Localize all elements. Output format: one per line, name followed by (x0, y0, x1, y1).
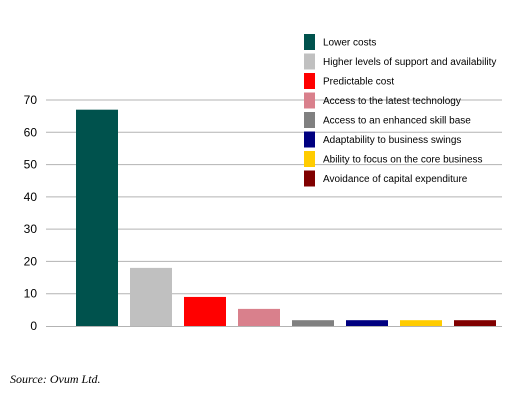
bar-3 (184, 296, 226, 326)
y-tick-label: 50 (24, 158, 38, 172)
legend-label: Avoidance of capital expenditure (323, 174, 468, 185)
bar-4 (238, 308, 280, 326)
bar-7 (400, 320, 442, 326)
legend-label: Lower costs (323, 38, 376, 49)
y-tick-label: 40 (24, 190, 38, 204)
legend-label: Predictable cost (323, 77, 394, 88)
legend-swatch (304, 112, 315, 128)
legend-swatch (304, 92, 315, 109)
y-tick-label: 70 (24, 93, 38, 107)
legend-swatch (304, 151, 315, 167)
legend-label: Higher levels of support and availabilit… (323, 57, 496, 68)
y-tick-label: 0 (30, 319, 37, 333)
bar-2 (130, 267, 172, 326)
gridlines (46, 99, 502, 295)
legend-swatch (304, 53, 315, 70)
bar-1 (76, 109, 118, 326)
legend-label: Access to the latest technology (323, 96, 461, 107)
y-tick-label: 30 (24, 222, 38, 236)
legend-swatch (304, 34, 315, 50)
bar-8 (454, 320, 496, 326)
bar-5 (292, 320, 334, 326)
y-tick-label: 10 (24, 287, 38, 301)
legend-label: Ability to focus on the core business (323, 155, 483, 166)
y-axis-tick-labels: 0 10 20 30 40 50 60 70 (24, 93, 38, 333)
legend-label: Adaptability to business swings (323, 135, 461, 146)
legend: Lower costs Higher levels of support and … (304, 34, 496, 187)
y-tick-label: 20 (24, 254, 38, 268)
legend-swatch (304, 73, 315, 89)
y-tick-label: 60 (24, 125, 38, 139)
bars (76, 109, 496, 326)
legend-swatch (304, 170, 315, 187)
legend-swatch (304, 131, 315, 148)
bar-6 (346, 320, 388, 326)
legend-label: Access to an enhanced skill base (323, 116, 471, 127)
source-note: Source: Ovum Ltd. (10, 372, 101, 386)
